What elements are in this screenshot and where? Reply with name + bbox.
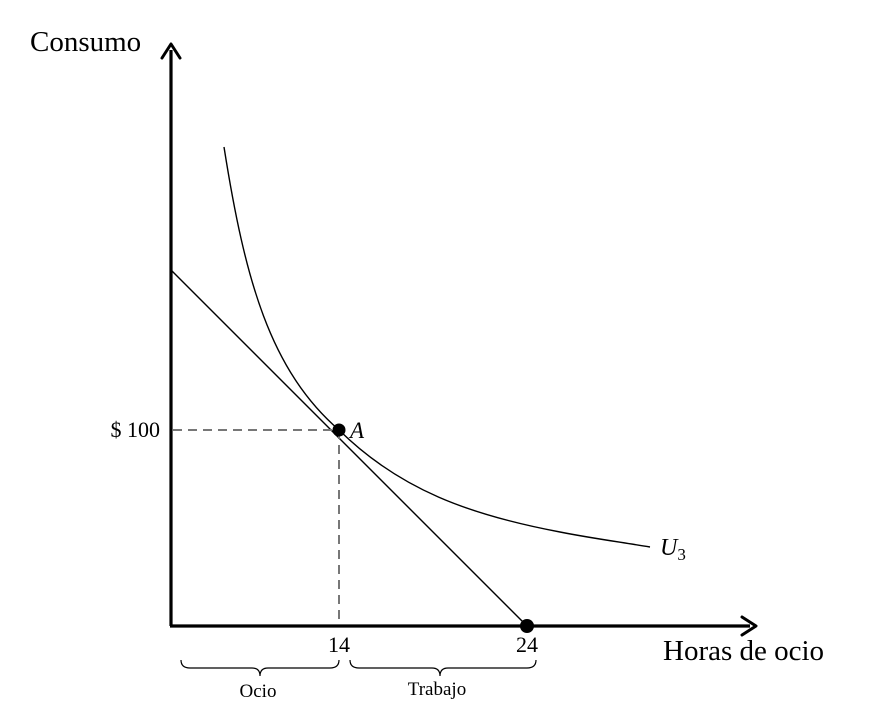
indifference-curve-u3	[223, 146, 651, 548]
point-x-intercept	[520, 619, 534, 633]
budget-line	[170, 269, 528, 627]
brace-trabajo	[349, 659, 537, 677]
brace-ocio	[180, 659, 340, 677]
curve-label-sub: 3	[677, 545, 686, 564]
x-tick-label-24: 24	[516, 632, 538, 657]
curve-label-u3: U3	[660, 535, 686, 564]
x-axis-title: Horas de ocio	[663, 635, 824, 667]
x-tick-label-14: 14	[328, 632, 350, 657]
brace-ocio-label: Ocio	[240, 681, 277, 702]
y-tick-label: $ 100	[111, 417, 161, 442]
x-axis-arrowhead	[740, 615, 758, 637]
y-axis-title: Consumo	[30, 26, 141, 58]
point-a-label: A	[348, 418, 365, 443]
brace-trabajo-label: Trabajo	[408, 679, 466, 700]
point-a	[332, 423, 346, 437]
curve-label-main: U	[660, 535, 679, 561]
y-axis-arrowhead	[160, 42, 182, 60]
